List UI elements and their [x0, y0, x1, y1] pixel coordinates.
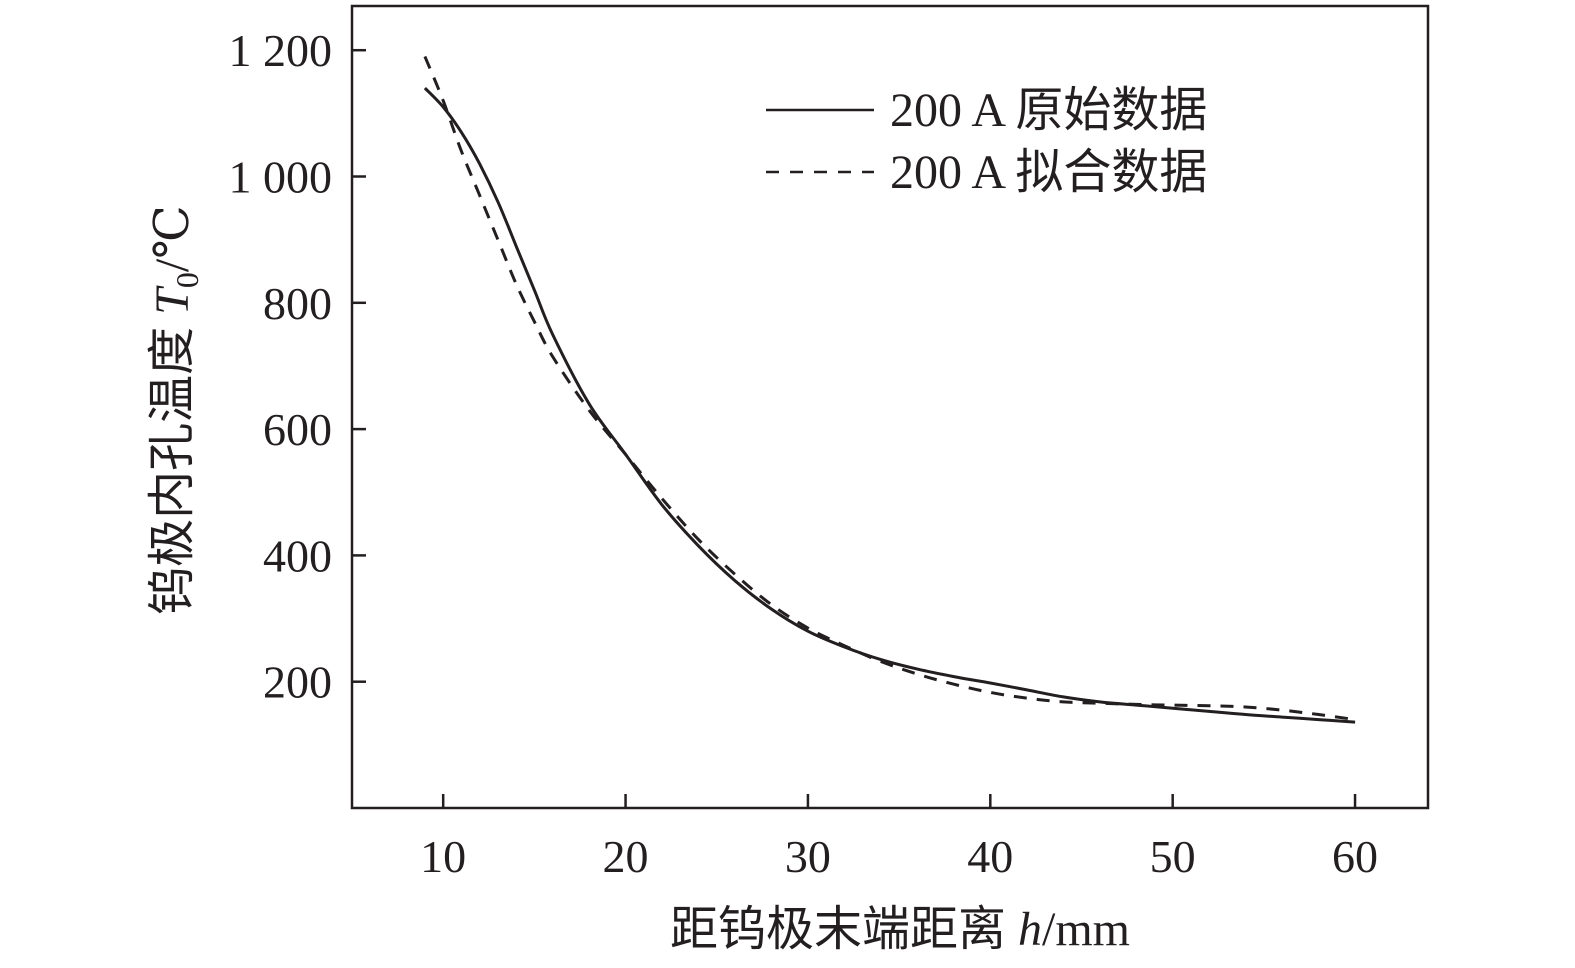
y-tick-label: 800: [263, 278, 332, 329]
x-tick-label: 50: [1150, 831, 1196, 882]
y-tick-label: 1 200: [229, 25, 333, 76]
y-tick-label: 600: [263, 404, 332, 455]
x-tick-label: 10: [420, 831, 466, 882]
x-tick-label: 20: [603, 831, 649, 882]
series-line-fitted: [423, 55, 1356, 722]
x-tick-label: 60: [1332, 831, 1378, 882]
legend: 200 A 原始数据 200 A 拟合数据: [766, 84, 1207, 199]
y-axis: 200 400 600 800 1 000 1 200: [229, 25, 366, 708]
x-tick-label: 30: [785, 831, 831, 882]
x-axis: 10 20 30 40 50 60: [420, 794, 1378, 882]
plot-area: [423, 55, 1356, 724]
series-line-original: [423, 87, 1356, 724]
legend-label-original-data: 200 A 原始数据: [890, 84, 1207, 137]
y-tick-label: 400: [263, 530, 332, 581]
x-tick-label: 40: [967, 831, 1013, 882]
x-axis-title: 距钨极末端距离 h/mm: [670, 903, 1130, 956]
plot-frame: [350, 4, 1430, 810]
y-tick-label: 200: [263, 657, 332, 708]
y-axis-title: 钨极内孔温度 T0/℃: [146, 205, 205, 615]
legend-label-fitted-data: 200 A 拟合数据: [890, 146, 1207, 199]
y-tick-label: 1 000: [229, 152, 333, 203]
